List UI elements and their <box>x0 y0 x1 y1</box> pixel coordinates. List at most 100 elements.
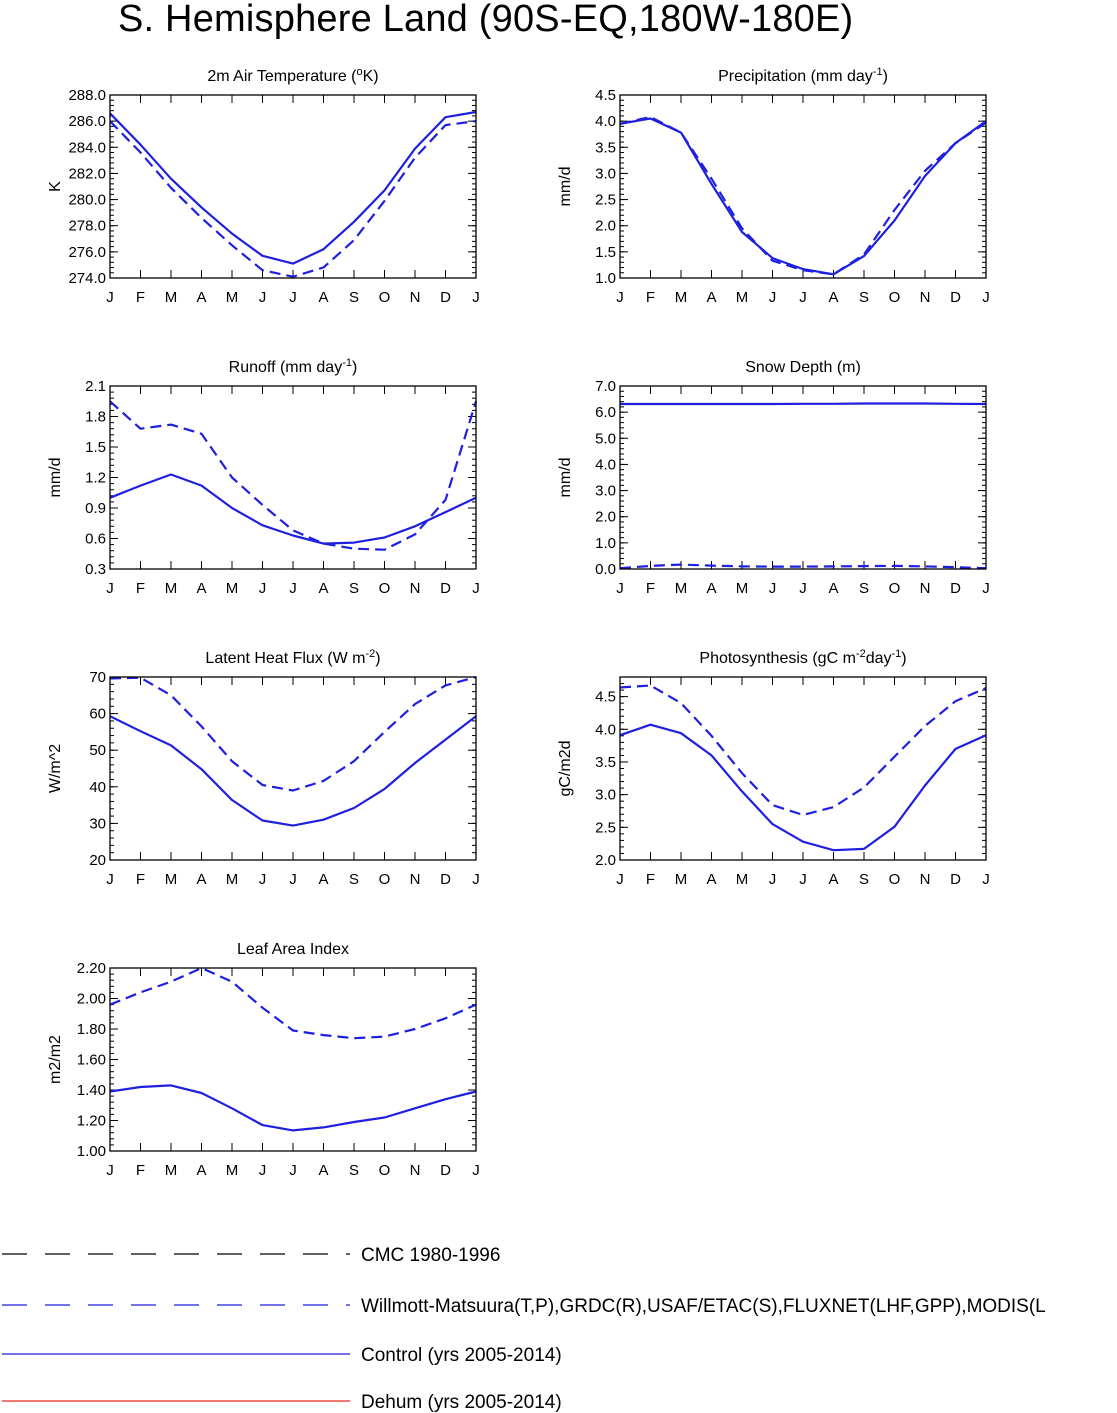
x-tick-label: S <box>349 871 359 888</box>
y-tick-label: 0.3 <box>85 561 106 578</box>
y-tick-label: 60 <box>89 706 106 723</box>
series-observed-line <box>619 115 987 276</box>
x-tick-label: O <box>379 289 391 306</box>
y-tick-label: 1.0 <box>595 270 616 287</box>
x-tick-label: J <box>289 1162 297 1179</box>
y-tick-label: 2.0 <box>595 218 616 235</box>
x-tick-label: A <box>828 580 838 597</box>
y-tick-label: 3.5 <box>595 139 616 156</box>
y-tick-label: 0.0 <box>595 561 616 578</box>
x-tick-label: A <box>828 871 838 888</box>
x-tick-label: M <box>165 580 178 597</box>
series-observed-line <box>619 684 987 817</box>
x-tick-label: O <box>379 580 391 597</box>
y-tick-label: 40 <box>89 779 106 796</box>
x-tick-label: N <box>410 871 421 888</box>
x-tick-label: O <box>889 580 901 597</box>
x-tick-label: J <box>769 871 777 888</box>
x-tick-label: O <box>379 1162 391 1179</box>
x-tick-label: M <box>226 289 239 306</box>
y-tick-label: 4.0 <box>595 721 616 738</box>
series-observed-line <box>109 966 477 1040</box>
series-control-line <box>109 473 477 545</box>
y-tick-label: 4.0 <box>595 113 616 130</box>
x-tick-label: A <box>706 289 716 306</box>
x-tick-label: M <box>675 871 688 888</box>
series-control-line <box>619 117 987 276</box>
x-tick-label: J <box>106 580 114 597</box>
y-tick-label: 1.8 <box>85 409 106 426</box>
chart-panel-7: Leaf Area Index 1.00 1.20 1.40 1.60 1.80 2.00 2… <box>47 941 480 1179</box>
plot-frame <box>619 385 987 570</box>
y-tick-label: 4.5 <box>595 689 616 706</box>
x-tick-label: F <box>136 289 145 306</box>
y-tick-label: 6.0 <box>595 404 616 421</box>
y-tick-label: 280.0 <box>68 192 106 209</box>
y-tick-label: 0.6 <box>85 531 106 548</box>
legend-label-3: Control (yrs 2005-2014) <box>361 1345 562 1366</box>
legend-label-2: Willmott-Matsuura(T,P),GRDC(R),USAF/ETAC… <box>361 1296 1046 1317</box>
series-control-line <box>619 723 987 852</box>
x-tick-label: M <box>736 289 749 306</box>
y-tick-label: 7.0 <box>595 378 616 395</box>
x-tick-label: J <box>259 1162 267 1179</box>
x-tick-label: J <box>616 871 624 888</box>
x-tick-label: F <box>136 580 145 597</box>
y-tick-label: 5.0 <box>595 430 616 447</box>
y-tick-label: 2.0 <box>595 852 616 869</box>
series-observed-line <box>109 120 477 278</box>
x-tick-label: J <box>472 289 480 306</box>
series-observed-line <box>109 675 477 792</box>
x-tick-label: A <box>196 289 206 306</box>
x-tick-label: J <box>472 580 480 597</box>
chart-panel-6: Photosynthesis (gC m-2day-1) 2.0 2.5 3.0 3.5… <box>557 648 990 888</box>
x-tick-label: D <box>950 289 961 306</box>
series-control-line <box>109 110 477 265</box>
x-tick-label: D <box>440 1162 451 1179</box>
plot-frame <box>619 94 987 279</box>
page-title: S. Hemisphere Land (90S-EQ,180W-180E) <box>118 0 854 40</box>
x-tick-label: A <box>318 1162 328 1179</box>
chart-panels: 2m Air Temperature (oK) 274.0 276.0 278.0 28… <box>47 66 990 1179</box>
x-tick-label: J <box>259 871 267 888</box>
y-tick-label: 4.0 <box>595 456 616 473</box>
x-tick-label: J <box>289 580 297 597</box>
x-tick-label: A <box>196 871 206 888</box>
y-axis-label: m2/m2 <box>47 1035 64 1084</box>
y-tick-label: 2.20 <box>77 960 106 977</box>
x-tick-label: A <box>706 580 716 597</box>
x-tick-label: F <box>646 580 655 597</box>
series-control-line <box>109 1084 477 1132</box>
y-tick-label: 1.80 <box>77 1021 106 1038</box>
x-tick-label: M <box>736 580 749 597</box>
x-tick-label: A <box>318 580 328 597</box>
chart-title: Runoff (mm day-1) <box>229 357 358 376</box>
x-tick-label: A <box>318 871 328 888</box>
x-tick-label: J <box>259 289 267 306</box>
x-tick-label: J <box>472 1162 480 1179</box>
y-tick-label: 2.0 <box>595 509 616 526</box>
x-tick-label: O <box>379 871 391 888</box>
y-tick-label: 1.40 <box>77 1082 106 1099</box>
x-tick-label: S <box>349 289 359 306</box>
series-control-line <box>109 715 477 827</box>
x-tick-label: D <box>440 289 451 306</box>
x-tick-label: N <box>410 580 421 597</box>
y-tick-label: 3.5 <box>595 754 616 771</box>
y-tick-label: 282.0 <box>68 165 106 182</box>
x-tick-label: A <box>196 1162 206 1179</box>
y-tick-label: 50 <box>89 742 106 759</box>
plot-frame <box>619 676 987 861</box>
y-tick-label: 3.0 <box>595 787 616 804</box>
plot-frame <box>109 94 477 279</box>
x-tick-label: A <box>706 871 716 888</box>
x-tick-label: J <box>982 580 990 597</box>
chart-panel-3: Runoff (mm day-1) 0.3 0.6 0.9 1.2 1.5 1.8 2.1 J F… <box>47 357 480 597</box>
x-tick-label: O <box>889 289 901 306</box>
legend-label-4: Dehum (yrs 2005-2014) <box>361 1392 562 1413</box>
y-tick-label: 4.5 <box>595 87 616 104</box>
x-tick-label: M <box>736 871 749 888</box>
chart-panel-2: Precipitation (mm day-1) 1.0 1.5 2.0 2.5 3.0 3… <box>557 66 990 306</box>
y-tick-label: 0.9 <box>85 500 106 517</box>
